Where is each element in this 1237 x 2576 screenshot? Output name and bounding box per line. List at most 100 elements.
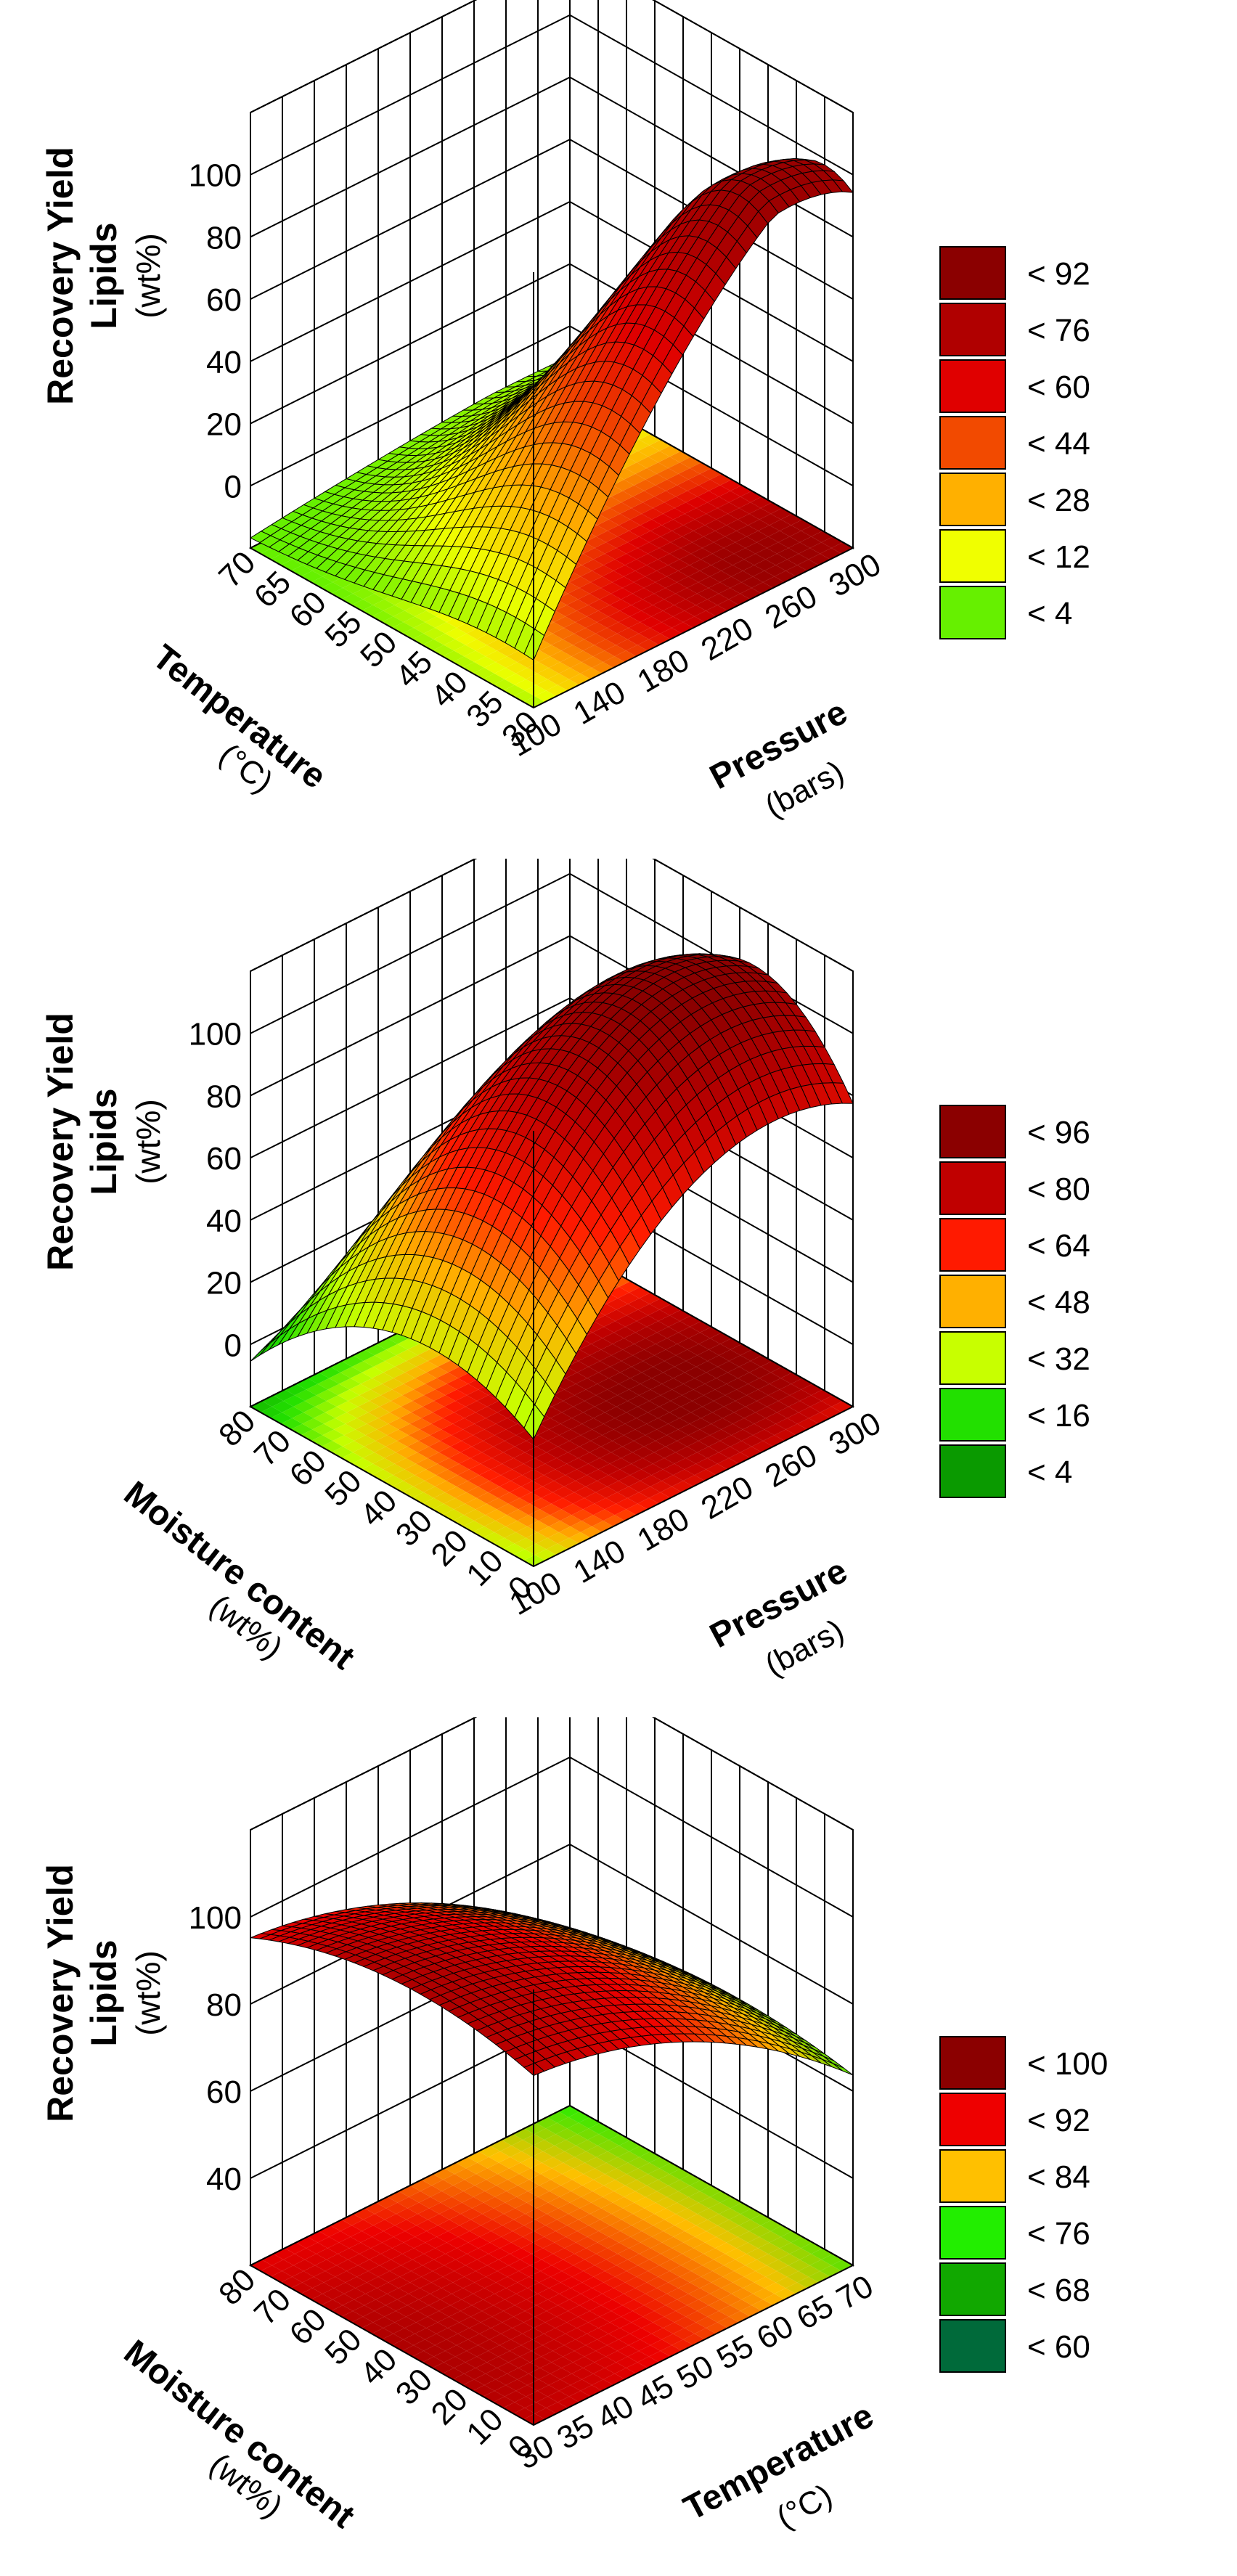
- floor-cell: [363, 1452, 385, 1464]
- floor-cell: [699, 565, 722, 577]
- floor-cell: [619, 1463, 642, 1476]
- z-tick-label: 80: [206, 1079, 242, 1114]
- floor-cell: [497, 645, 519, 657]
- floor-cell: [539, 2180, 561, 2191]
- floor-cell: [618, 519, 641, 531]
- floor-cell: [743, 565, 764, 577]
- legend-label: < 4: [1027, 596, 1072, 631]
- floor-cell: [635, 468, 657, 480]
- floor-cell: [699, 1423, 722, 1436]
- floor-cell: [639, 2248, 661, 2260]
- floor-cell: [749, 2225, 771, 2237]
- floor-cell: [808, 2270, 830, 2283]
- floor-cell: [639, 531, 661, 543]
- floor-cell: [594, 2356, 616, 2368]
- floor-cell: [484, 2379, 506, 2391]
- floor-cell: [465, 2174, 486, 2185]
- plot-area: 0204060801007065605550454035301001401802…: [145, 0, 887, 825]
- floor-cell: [421, 1412, 443, 1424]
- floor-cell: [753, 571, 775, 583]
- floor-cell: [482, 2208, 504, 2220]
- floor-cell: [510, 1475, 533, 1487]
- floor-cell: [558, 2202, 580, 2215]
- floor-cell: [549, 2282, 571, 2294]
- chart-panel-2: Recovery Yield Lipids (wt%) 0 20 40 60 80 100…: [0, 859, 1237, 1717]
- floor-cell: [596, 1389, 618, 1402]
- floor-cell: [491, 2225, 513, 2237]
- floor-cell: [685, 2310, 708, 2323]
- floor-cell: [707, 2310, 729, 2323]
- floor-cell: [433, 2254, 456, 2265]
- floor-cell: [514, 679, 536, 691]
- floor-cell: [576, 1463, 599, 1476]
- floor-cell: [705, 2236, 727, 2249]
- floor-cell: [621, 2214, 643, 2225]
- floor-cell: [799, 548, 820, 560]
- floor-cell: [607, 1383, 629, 1396]
- floor-cell: [686, 1355, 708, 1367]
- floor-cell: [393, 1372, 415, 1384]
- floor-cell: [568, 2305, 590, 2317]
- floor-cell: [719, 1435, 742, 1447]
- floor-cell: [679, 1412, 701, 1424]
- floor-cell: [663, 2225, 685, 2237]
- floor-cell: [645, 2288, 667, 2300]
- floor-cell: [465, 2162, 488, 2175]
- floor-cell: [612, 1338, 634, 1350]
- floor-cell: [460, 1447, 482, 1458]
- floor-cell: [499, 2156, 520, 2169]
- floor-cell: [627, 536, 650, 548]
- floor-cell: [542, 622, 565, 634]
- floor-cell: [397, 1338, 420, 1350]
- floor-cell: [330, 1361, 352, 1373]
- floor-cell: [703, 2248, 725, 2260]
- floor-cell: [739, 1361, 761, 1373]
- floor-cell: [559, 2288, 581, 2300]
- floor-cell: [444, 2260, 466, 2271]
- floor-cell: [427, 2310, 449, 2323]
- floor-cell: [674, 599, 696, 611]
- floor-cell: [615, 2174, 637, 2185]
- floor-cell: [561, 2265, 584, 2277]
- floor-cell: [563, 633, 584, 645]
- floor-cell: [799, 1407, 820, 1418]
- floor-cell: [683, 2236, 706, 2249]
- floor-cell: [611, 2208, 633, 2220]
- floor-cell: [597, 2140, 619, 2151]
- floor-cell: [495, 1515, 518, 1526]
- floor-cell: [567, 1361, 589, 1373]
- floor-cell: [355, 1423, 377, 1436]
- floor-cell: [285, 2242, 306, 2254]
- floor-cell: [358, 1401, 380, 1412]
- floor-cell: [640, 2334, 662, 2345]
- floor-cell: [580, 2385, 603, 2397]
- floor-cell: [438, 2305, 461, 2317]
- floor-cell: [592, 662, 613, 674]
- floor-cell: [699, 2282, 722, 2294]
- floor-cell: [738, 1372, 760, 1384]
- floor-cell: [501, 2231, 523, 2243]
- floor-cell: [598, 1367, 621, 1378]
- floor-cell: [468, 1475, 490, 1487]
- floor-cell: [611, 2305, 633, 2317]
- floor-cell: [628, 1298, 650, 1310]
- floor-cell: [343, 1429, 366, 1442]
- floor-cell: [635, 565, 657, 577]
- floor-cell: [417, 1349, 439, 1362]
- floor-cell: [305, 1395, 327, 1407]
- floor-cell: [349, 1383, 371, 1396]
- grid-line: [250, 859, 854, 972]
- floor-cell: [415, 2231, 437, 2243]
- floor-cell: [507, 1509, 529, 1521]
- floor-cell: [646, 559, 669, 571]
- floor-cell: [307, 1372, 330, 1384]
- legend-swatch: [939, 1331, 1006, 1385]
- floor-cell: [775, 2276, 798, 2289]
- floor-cell: [650, 622, 672, 634]
- floor-cell: [678, 2185, 701, 2197]
- floor-cell: [420, 2282, 442, 2294]
- floor-cell: [563, 1492, 584, 1504]
- floor-cell: [464, 1509, 486, 1521]
- floor-cell: [644, 1344, 666, 1356]
- floor-cell: [568, 2208, 590, 2220]
